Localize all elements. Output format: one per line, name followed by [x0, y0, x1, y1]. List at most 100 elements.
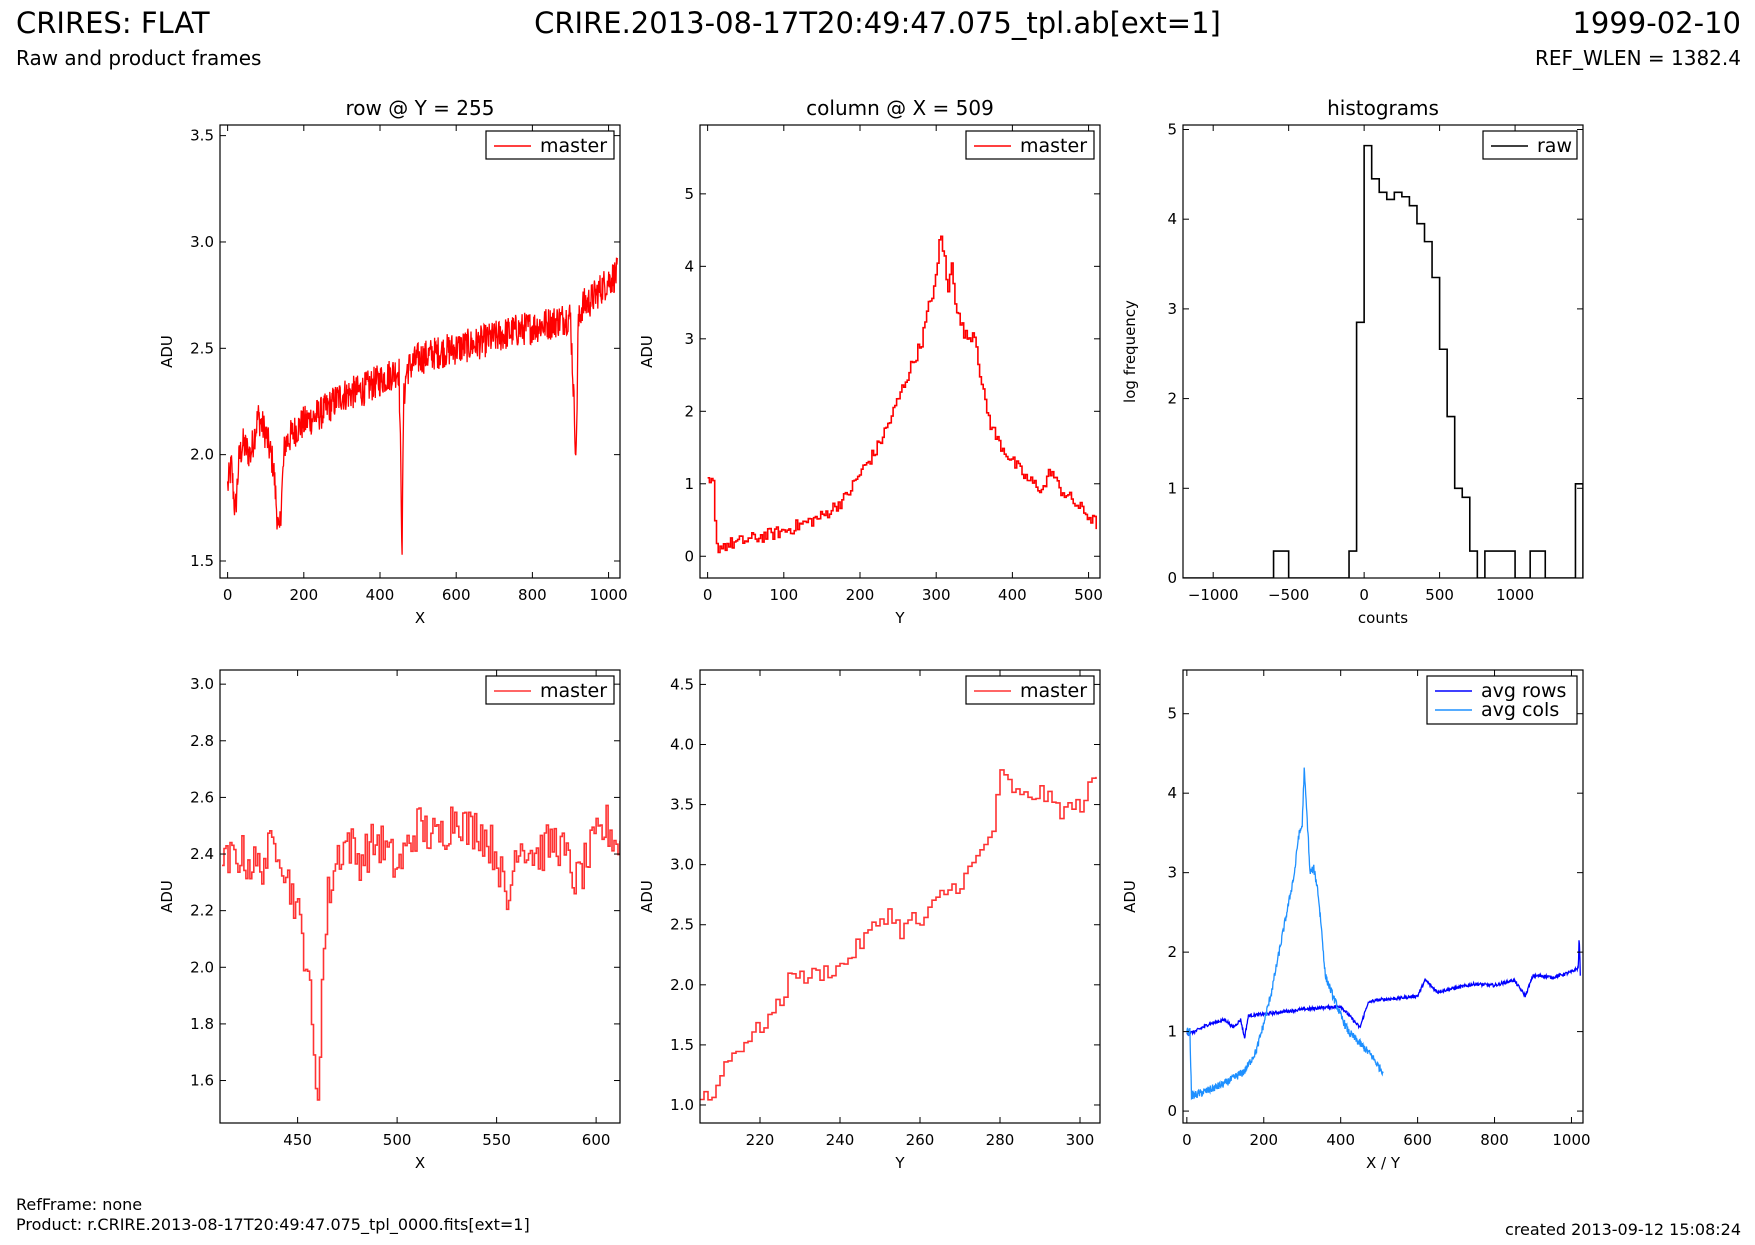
chart-avg: 0 200 400 600 800 1000 0 1 2 3 4 5 X / Y ADU avg rowsa… [1121, 669, 1591, 1172]
chart-row-full: 0 200 400 600 800 1000 1.5 2.0 2.5 3.0 3.5 row @ Y … [158, 96, 628, 627]
x-tick-label: 200 [1249, 1131, 1278, 1149]
page-subtitle: Raw and product frames [16, 46, 262, 70]
series-master [700, 769, 1097, 1101]
plot-area [707, 235, 1097, 554]
chart-row-zoom: 450 500 550 600 1.6 1.8 2.0 2.2 2.4 2.6 2.8 3.0 X ADU… [158, 669, 621, 1172]
y-tick-label: 4.0 [670, 735, 694, 753]
x-tick-label: 300 [922, 586, 951, 604]
y-tick-label: 3.0 [190, 675, 214, 693]
x-tick-label: 600 [582, 1131, 611, 1149]
y-tick-label: 1 [684, 475, 694, 493]
axes-frame [699, 669, 1101, 1124]
legend-box [965, 130, 1095, 160]
y-tick-label: 2.4 [190, 845, 214, 863]
y-tick-label: 3 [1167, 300, 1177, 318]
series-raw [1183, 144, 1583, 578]
chart-title: row @ Y = 255 [346, 96, 495, 120]
x-axis-label: X [415, 1154, 425, 1172]
legend-box [1426, 675, 1578, 725]
y-tick-label: 1.8 [190, 1015, 214, 1033]
y-tick-label: 2.0 [670, 976, 694, 994]
axes-frame [219, 124, 621, 579]
x-tick-label: 100 [769, 586, 798, 604]
legend: raw [1482, 130, 1578, 160]
x-tick-label: 280 [986, 1131, 1015, 1149]
y-tick-label: 5 [1167, 705, 1177, 723]
legend: master [485, 130, 615, 160]
x-tick-label: 300 [1066, 1131, 1095, 1149]
series-avg-rows [1186, 940, 1581, 1039]
page-title: CRIRES: FLAT [16, 6, 210, 40]
chart-title: column @ X = 509 [806, 96, 994, 120]
legend-label: master [1020, 135, 1087, 157]
y-tick-label: 2.6 [190, 788, 214, 806]
x-axis-label: Y [894, 609, 905, 627]
y-tick-label: 1.5 [190, 552, 214, 570]
x-tick-label: 220 [746, 1131, 775, 1149]
x-tick-label: 600 [442, 586, 471, 604]
y-axis-label: ADU [158, 880, 176, 913]
x-tick-label: 260 [906, 1131, 935, 1149]
legend-label: avg rows [1481, 680, 1566, 702]
x-tick-label: 600 [1403, 1131, 1432, 1149]
y-tick-label: 1.0 [670, 1096, 694, 1114]
legend: master [485, 675, 615, 705]
y-tick-label: 4 [1167, 784, 1177, 802]
y-tick-label: 2 [684, 402, 694, 420]
axes-frame [1182, 124, 1584, 579]
y-tick-label: 1.5 [670, 1036, 694, 1054]
y-tick-label: 2.5 [190, 339, 214, 357]
frame-name: CRIRE.2013-08-17T20:49:47.075_tpl.ab[ext… [534, 6, 1221, 40]
x-tick-label: 800 [518, 586, 547, 604]
y-axis-label: ADU [638, 880, 656, 913]
series-avg-cols [1186, 767, 1384, 1101]
x-tick-label: 0 [223, 586, 233, 604]
x-tick-label: 400 [1326, 1131, 1355, 1149]
series-master [707, 235, 1097, 554]
plot-area [222, 804, 620, 1101]
x-tick-label: 0 [1182, 1131, 1192, 1149]
product-note: Product: r.CRIRE.2013-08-17T20:49:47.075… [16, 1215, 530, 1234]
y-tick-label: 2.5 [670, 916, 694, 934]
y-tick-label: 1 [1167, 479, 1177, 497]
plot-area [1183, 144, 1583, 578]
y-tick-label: 2.0 [190, 958, 214, 976]
y-axis-label: ADU [1121, 880, 1139, 913]
x-tick-label: 200 [846, 586, 875, 604]
x-tick-label: −500 [1268, 586, 1309, 604]
chart-title: histograms [1327, 96, 1439, 120]
x-tick-label: 450 [283, 1131, 312, 1149]
created-stamp: created 2013-09-12 15:08:24 [1505, 1220, 1741, 1239]
y-tick-label: 1 [1167, 1023, 1177, 1041]
plot-area [226, 257, 618, 555]
x-tick-label: 400 [998, 586, 1027, 604]
ref-wlen: REF_WLEN = 1382.4 [1534, 46, 1741, 70]
x-tick-label: 1000 [1552, 1131, 1590, 1149]
y-tick-label: 3 [684, 330, 694, 348]
y-tick-label: 3.5 [670, 796, 694, 814]
x-tick-label: 200 [289, 586, 318, 604]
y-tick-label: 0 [684, 547, 694, 565]
x-tick-label: 800 [1480, 1131, 1509, 1149]
legend-box [485, 675, 615, 705]
refframe-note: RefFrame: none [16, 1195, 143, 1214]
y-tick-label: 2.0 [190, 446, 214, 464]
y-axis-label: log frequency [1121, 300, 1139, 403]
y-tick-label: 4 [684, 257, 694, 275]
x-tick-label: 500 [383, 1131, 412, 1149]
legend: master [965, 675, 1095, 705]
y-tick-label: 4.5 [670, 675, 694, 693]
y-tick-label: 0 [1167, 1102, 1177, 1120]
y-tick-label: 4 [1167, 210, 1177, 228]
y-tick-label: 3.0 [190, 233, 214, 251]
obs-date: 1999-02-10 [1572, 6, 1741, 40]
x-tick-label: 1000 [1496, 586, 1534, 604]
axes-frame [699, 124, 1101, 579]
plot-area [700, 769, 1097, 1101]
y-tick-label: 2.8 [190, 732, 214, 750]
legend-label: raw [1537, 135, 1572, 157]
legend-box [965, 675, 1095, 705]
chart-col-full: 0 100 200 300 400 500 0 1 2 3 4 5 column @ X = 509 Y A… [638, 96, 1103, 627]
